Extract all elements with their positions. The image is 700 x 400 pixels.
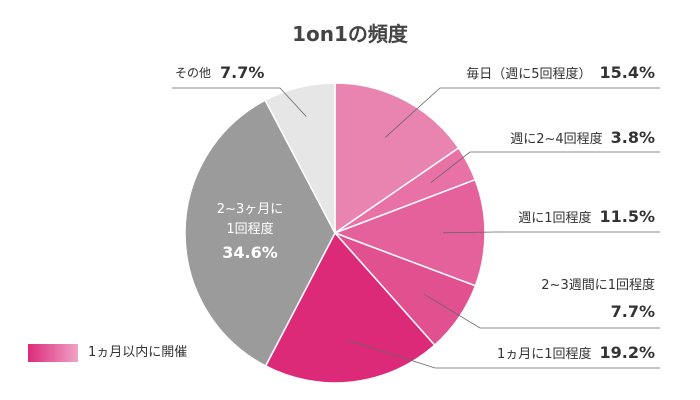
category-label: その他 <box>175 66 212 80</box>
leader-line <box>172 87 307 117</box>
pie-slice <box>334 82 460 235</box>
value-label: 34.6% <box>222 243 278 262</box>
slice-label: 1ヵ月に1回程度 19.2% <box>497 343 655 365</box>
slice-label: 毎日（週に5回程度） 15.4% <box>466 63 655 85</box>
category-label: 2~3ヶ月に 1回程度 <box>216 202 284 237</box>
leader-line <box>442 231 660 234</box>
value-label: 15.4% <box>599 63 655 82</box>
pie-slice <box>264 82 336 234</box>
leader-line <box>385 87 660 138</box>
legend-label: 1ヵ月以内に開催 <box>88 345 188 360</box>
pie-slice <box>184 99 336 367</box>
leader-line <box>348 339 660 369</box>
category-label: 週に2~4回程度 <box>510 132 603 147</box>
category-label: 2~3週間に1回程度 <box>541 278 655 293</box>
leader-line <box>423 293 660 329</box>
slice-label: 週に1回程度 11.5% <box>518 207 655 229</box>
pie-slice <box>264 231 436 384</box>
leader-line <box>430 151 660 184</box>
chart-title: 1on1の頻度 <box>292 22 408 46</box>
legend-swatch <box>28 344 78 362</box>
value-label: 11.5% <box>599 207 655 226</box>
category-label: 毎日（週に5回程度） <box>466 67 592 82</box>
category-label: 週に1回程度 <box>518 211 592 226</box>
value-label: 7.7% <box>220 63 265 82</box>
category-label: 1ヵ月に1回程度 <box>496 347 592 362</box>
value-label: 19.2% <box>599 343 655 362</box>
slice-label: 週に2~4回程度 3.8% <box>510 128 655 150</box>
value-label: 3.8% <box>610 128 655 147</box>
pie-slice <box>332 178 486 287</box>
value-label: 7.7% <box>610 302 655 321</box>
